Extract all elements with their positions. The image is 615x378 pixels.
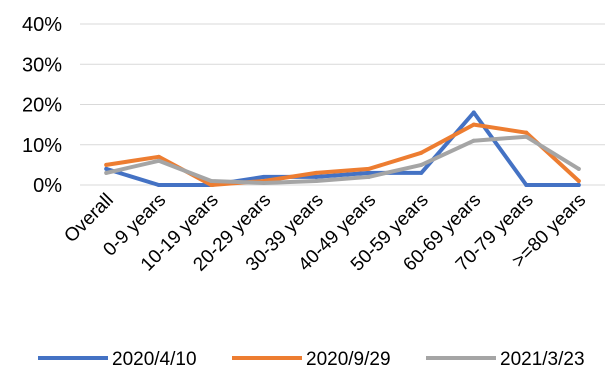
data-point	[524, 183, 529, 187]
y-tick-label: 30%	[22, 54, 62, 76]
data-point	[419, 150, 424, 155]
legend-label-3: 2021/3/23	[500, 349, 585, 370]
series-line-1	[104, 110, 581, 187]
gridlines	[80, 23, 605, 146]
data-point	[366, 174, 371, 179]
data-point	[471, 138, 476, 143]
data-point	[314, 174, 319, 179]
legend-label-2: 2020/9/29	[306, 349, 391, 370]
y-axis-ticks: 0% 10% 20% 30% 40%	[22, 14, 62, 197]
data-point	[156, 183, 161, 187]
series-lines	[104, 110, 581, 187]
data-point	[104, 162, 109, 167]
data-point	[366, 170, 371, 175]
y-tick-label: 0%	[33, 175, 62, 197]
data-point	[419, 170, 424, 175]
legend-label-1: 2020/4/10	[112, 349, 197, 370]
data-point	[366, 166, 371, 171]
data-point	[314, 170, 319, 175]
data-point	[104, 170, 109, 175]
data-point	[156, 158, 161, 163]
data-point	[524, 130, 529, 135]
data-point	[314, 178, 319, 183]
data-point	[471, 122, 476, 127]
data-point	[261, 174, 266, 179]
data-point	[576, 178, 581, 183]
data-point	[471, 110, 476, 115]
y-tick-label: 10%	[22, 135, 62, 157]
data-point	[524, 134, 529, 139]
data-point	[209, 178, 214, 183]
y-tick-label: 40%	[22, 14, 62, 36]
data-point	[419, 162, 424, 167]
data-point	[576, 166, 581, 171]
y-tick-label: 20%	[22, 95, 62, 117]
data-point	[104, 166, 109, 171]
data-point	[156, 154, 161, 159]
series-line-3	[104, 134, 581, 185]
legend: 2020/4/10 2020/9/29 2021/3/23	[38, 349, 585, 370]
data-point	[209, 183, 214, 187]
data-point	[261, 180, 266, 185]
data-point	[576, 183, 581, 187]
